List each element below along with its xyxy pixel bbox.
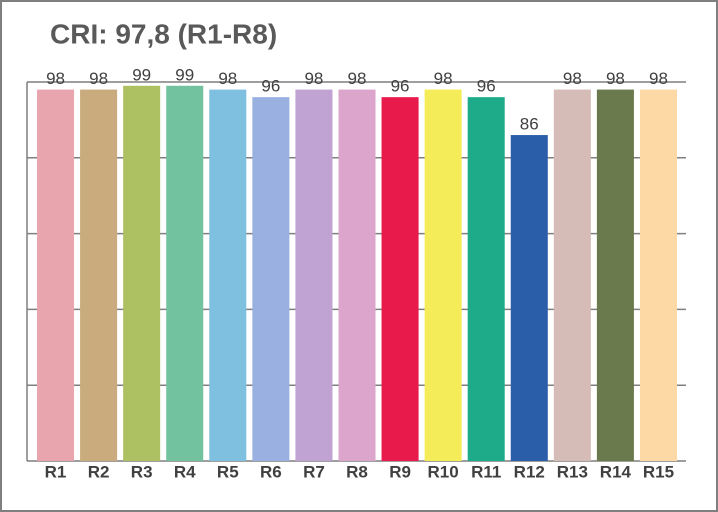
x-tick-label: R4 <box>174 462 196 481</box>
x-tick-label: R6 <box>260 462 282 481</box>
bar <box>252 97 290 461</box>
value-label: 96 <box>477 77 496 96</box>
x-tick-label: R7 <box>303 462 325 481</box>
value-label: 98 <box>434 69 453 88</box>
bar <box>123 85 161 461</box>
value-label: 98 <box>218 69 237 88</box>
value-label: 98 <box>649 69 668 88</box>
value-label: 98 <box>46 69 65 88</box>
x-tick-label: R12 <box>514 462 545 481</box>
x-tick-label: R3 <box>131 462 153 481</box>
bar <box>553 89 591 461</box>
bar <box>467 97 505 461</box>
value-label: 98 <box>348 69 367 88</box>
bar <box>80 89 118 461</box>
bar <box>338 89 376 461</box>
value-label: 98 <box>304 69 323 88</box>
bar <box>381 97 419 461</box>
bar <box>510 135 548 461</box>
x-tick-label: R11 <box>471 462 501 481</box>
x-tick-label: R2 <box>88 462 110 481</box>
x-tick-label: R8 <box>346 462 368 481</box>
bar <box>37 89 75 461</box>
value-label: 96 <box>391 77 410 96</box>
bar <box>424 89 462 461</box>
x-tick-label: R9 <box>389 462 411 481</box>
x-tick-label: R5 <box>217 462 239 481</box>
value-label: 86 <box>520 115 539 134</box>
chart-title: CRI: 97,8 (R1-R8) <box>50 18 277 49</box>
x-tick-label: R15 <box>643 462 674 481</box>
bar <box>166 85 204 461</box>
value-label: 98 <box>563 69 582 88</box>
x-tick-label: R14 <box>600 462 632 481</box>
value-label: 99 <box>132 65 151 84</box>
bar <box>209 89 247 461</box>
x-tick-label: R13 <box>557 462 588 481</box>
x-tick-label: R10 <box>428 462 459 481</box>
value-label: 98 <box>606 69 625 88</box>
x-tick-label: R1 <box>45 462 67 481</box>
bar <box>295 89 333 461</box>
value-label: 99 <box>175 65 194 84</box>
value-label: 98 <box>89 69 108 88</box>
bar <box>639 89 677 461</box>
bar <box>596 89 634 461</box>
value-label: 96 <box>261 77 280 96</box>
